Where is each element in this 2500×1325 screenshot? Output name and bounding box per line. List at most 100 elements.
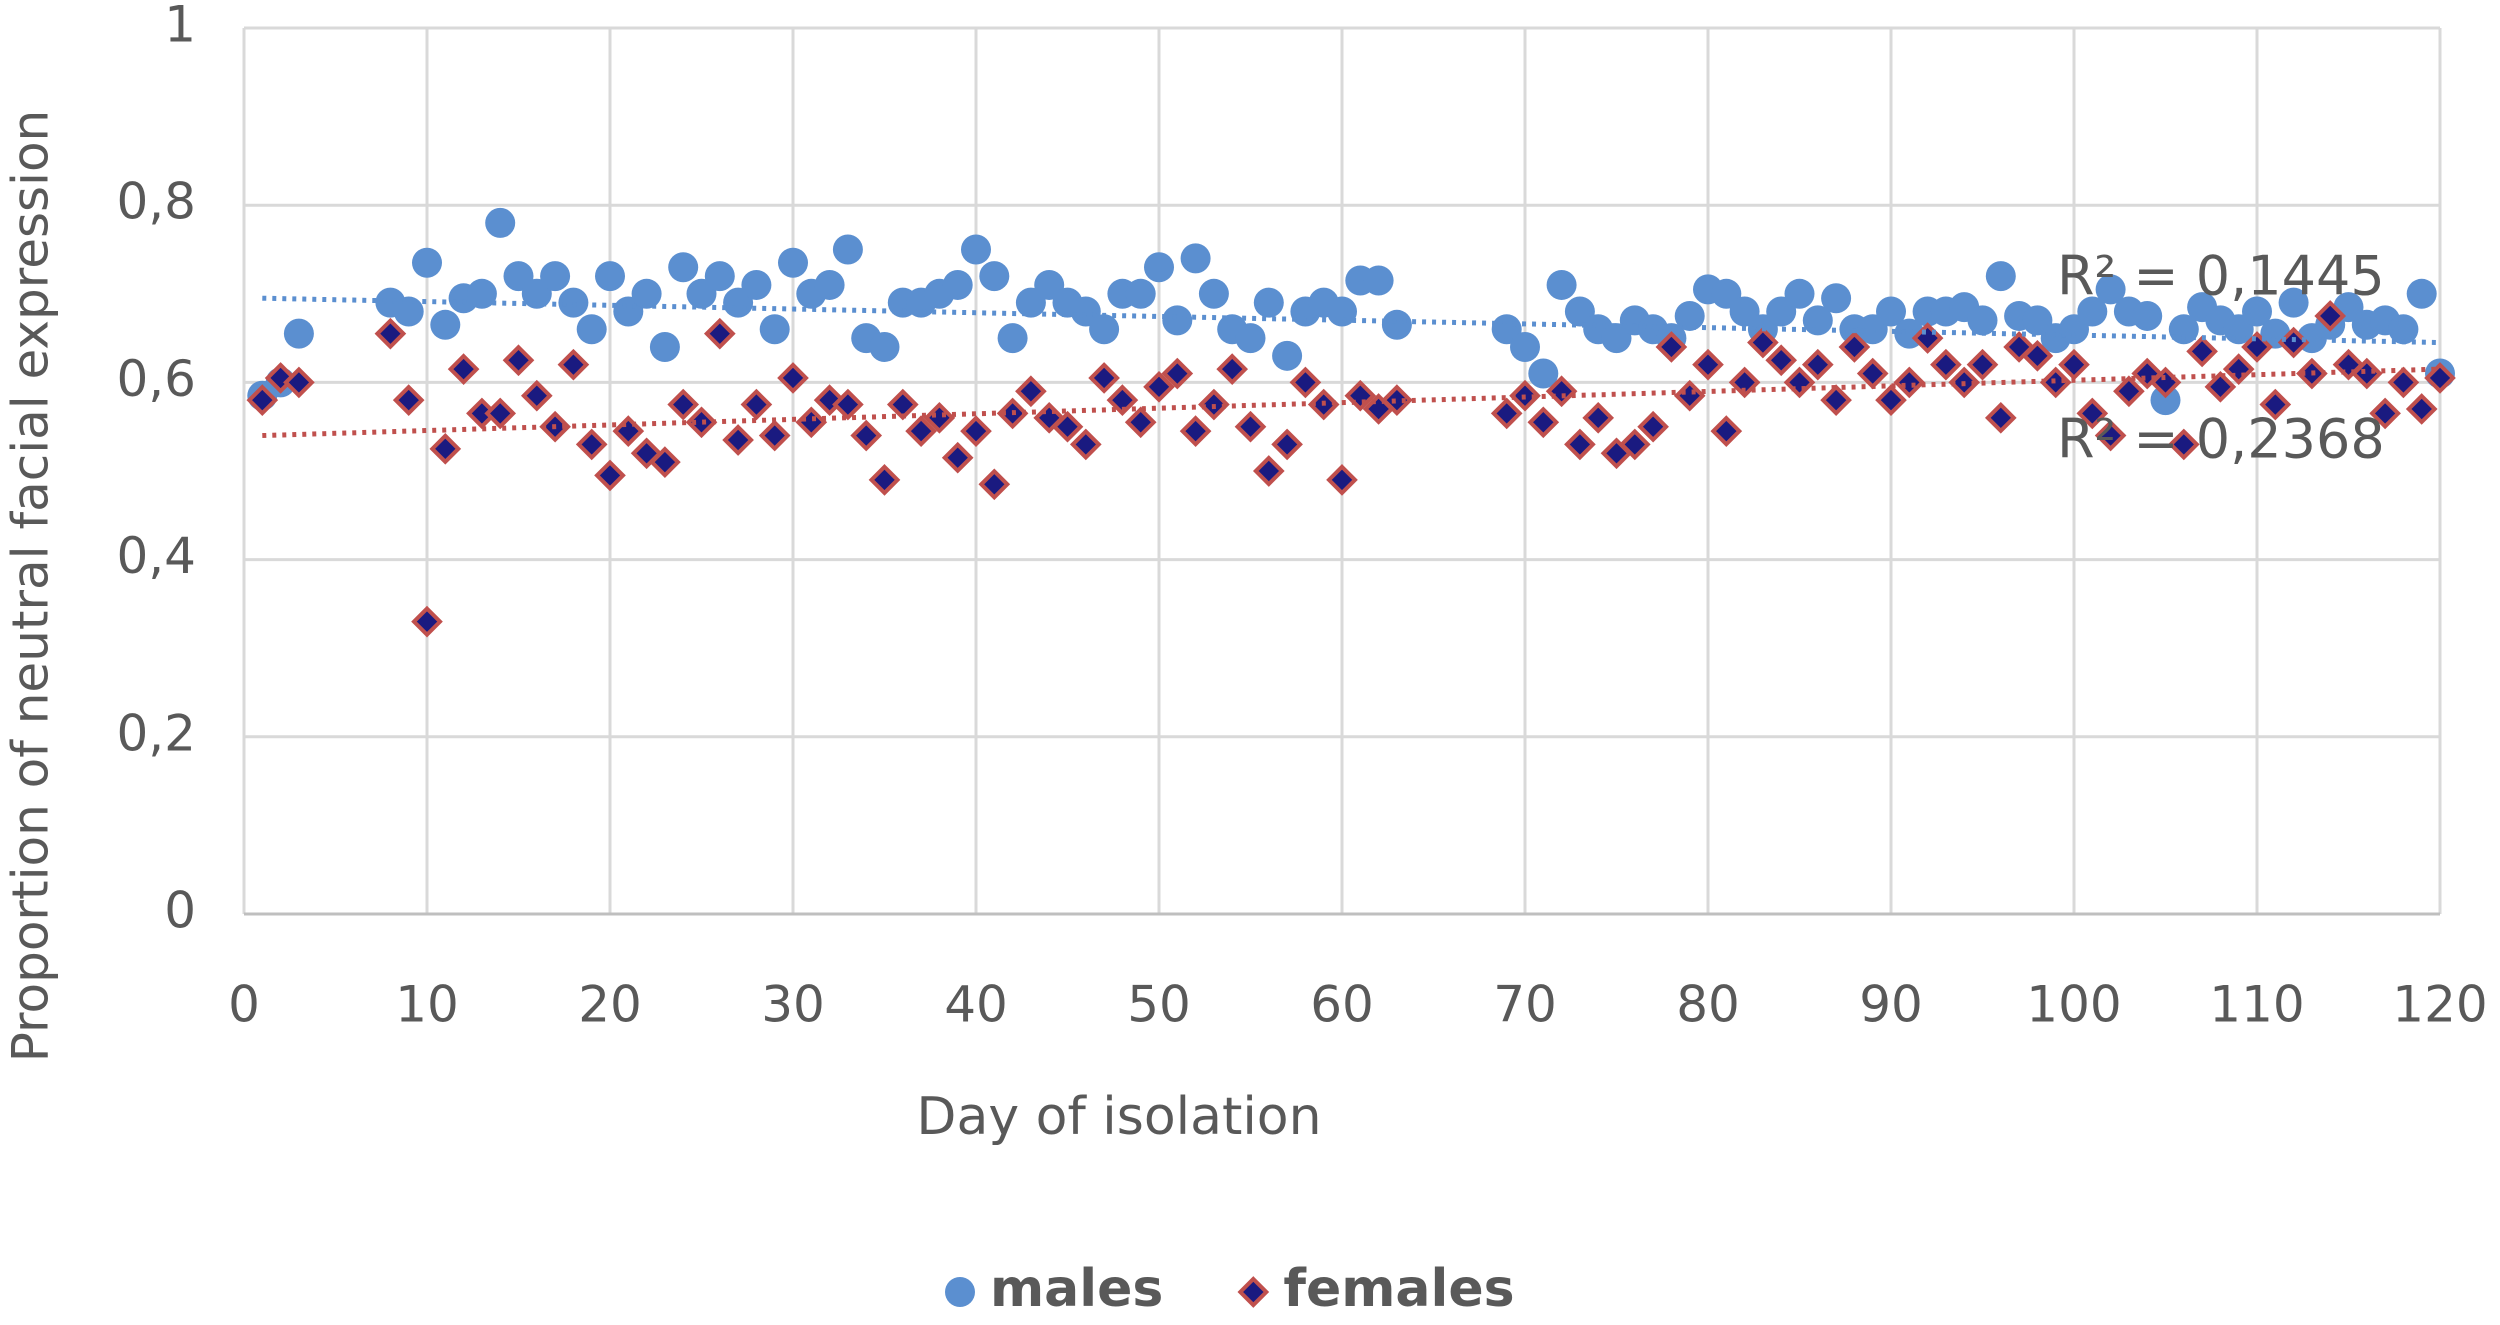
x-tick-label: 50 — [1127, 976, 1191, 1034]
data-point — [1546, 269, 1577, 300]
data-point — [2150, 385, 2181, 416]
y-tick-label: 0,4 — [116, 527, 196, 585]
data-point — [484, 397, 517, 430]
data-point — [1618, 428, 1651, 461]
data-point — [1820, 384, 1852, 416]
y-tick-label: 0 — [164, 882, 196, 940]
data-point — [1237, 1276, 1270, 1308]
data-point — [1674, 300, 1705, 331]
data-point — [2113, 375, 2145, 408]
data-point — [392, 384, 425, 416]
data-point — [2076, 397, 2109, 430]
data-point — [979, 261, 1010, 292]
data-point — [1234, 410, 1267, 443]
data-point — [2095, 274, 2126, 305]
data-point — [2369, 397, 2401, 430]
y-tick-label: 1 — [164, 0, 196, 54]
data-point — [393, 296, 424, 327]
data-point — [850, 419, 883, 452]
data-point — [1801, 348, 1834, 381]
data-point — [997, 323, 1028, 354]
data-point — [1838, 331, 1871, 363]
data-point — [2204, 371, 2237, 403]
data-point — [1015, 375, 1047, 408]
data-point — [1984, 402, 2017, 434]
data-point — [941, 441, 974, 474]
data-point — [430, 309, 461, 340]
data-point — [1198, 278, 1229, 309]
data-point — [594, 459, 626, 492]
data-point — [429, 433, 462, 465]
y-tick-label: 0,6 — [116, 350, 196, 408]
data-point — [576, 314, 607, 345]
legend-label: males — [990, 1259, 1163, 1319]
data-point — [1363, 265, 1394, 296]
data-point — [649, 331, 680, 362]
data-point — [1930, 348, 1962, 381]
data-point — [1179, 415, 1212, 447]
data-point — [1088, 362, 1120, 394]
data-point — [283, 318, 314, 349]
annotation: R² = 0,1445 — [2057, 245, 2385, 308]
y-tick-label: 0,2 — [116, 704, 196, 762]
trendline — [262, 366, 2441, 439]
data-point — [1710, 415, 1743, 447]
data-point — [668, 252, 699, 283]
data-point — [2242, 296, 2272, 327]
data-point — [961, 234, 991, 265]
data-point — [1216, 353, 1249, 385]
data-point — [1271, 428, 1303, 461]
data-point — [869, 331, 900, 362]
data-point — [777, 362, 809, 394]
data-point — [2077, 296, 2108, 327]
data-point — [1765, 344, 1798, 377]
data-point — [1527, 406, 1560, 439]
data-point — [1528, 358, 1559, 389]
data-point — [1272, 340, 1303, 371]
data-point — [1161, 357, 1194, 390]
data-point — [2132, 300, 2163, 331]
data-point — [923, 402, 956, 434]
data-point — [595, 261, 625, 292]
data-point — [1655, 331, 1688, 363]
data-point — [2406, 278, 2437, 309]
x-tick-label: 90 — [1859, 976, 1923, 1034]
data-point — [2186, 335, 2218, 368]
data-point — [557, 348, 590, 381]
data-point — [2314, 300, 2347, 332]
x-tick-label: 40 — [944, 976, 1008, 1034]
data-point — [1784, 278, 1815, 309]
data-point — [1253, 287, 1284, 318]
data-point — [741, 269, 772, 300]
x-tick-label: 30 — [761, 976, 825, 1034]
data-point — [667, 388, 700, 421]
data-point — [1235, 323, 1266, 354]
data-point — [905, 415, 937, 447]
data-point — [1875, 384, 1907, 416]
data-point — [1144, 252, 1174, 283]
data-point — [1051, 410, 1084, 443]
data-point — [2278, 287, 2309, 318]
data-point — [2350, 357, 2383, 390]
data-point — [832, 234, 863, 265]
y-tick-label: 0,8 — [116, 173, 196, 231]
data-point — [1289, 366, 1322, 399]
data-point — [1876, 296, 1906, 327]
annotation: R² = 0,2368 — [2057, 408, 2385, 471]
data-point — [1893, 366, 1926, 399]
data-point — [832, 388, 864, 421]
data-point — [1728, 366, 1761, 399]
data-point — [1180, 243, 1211, 274]
x-tick-label: 0 — [228, 976, 260, 1034]
data-point — [1821, 283, 1852, 314]
trendline — [262, 295, 2441, 346]
data-point — [649, 446, 681, 478]
data-point — [575, 428, 608, 461]
data-point — [1966, 348, 1999, 381]
data-point — [868, 464, 901, 496]
data-point — [795, 406, 828, 439]
data-point — [1381, 384, 1413, 416]
x-tick-label: 100 — [2026, 976, 2121, 1034]
data-point — [2021, 339, 2054, 372]
